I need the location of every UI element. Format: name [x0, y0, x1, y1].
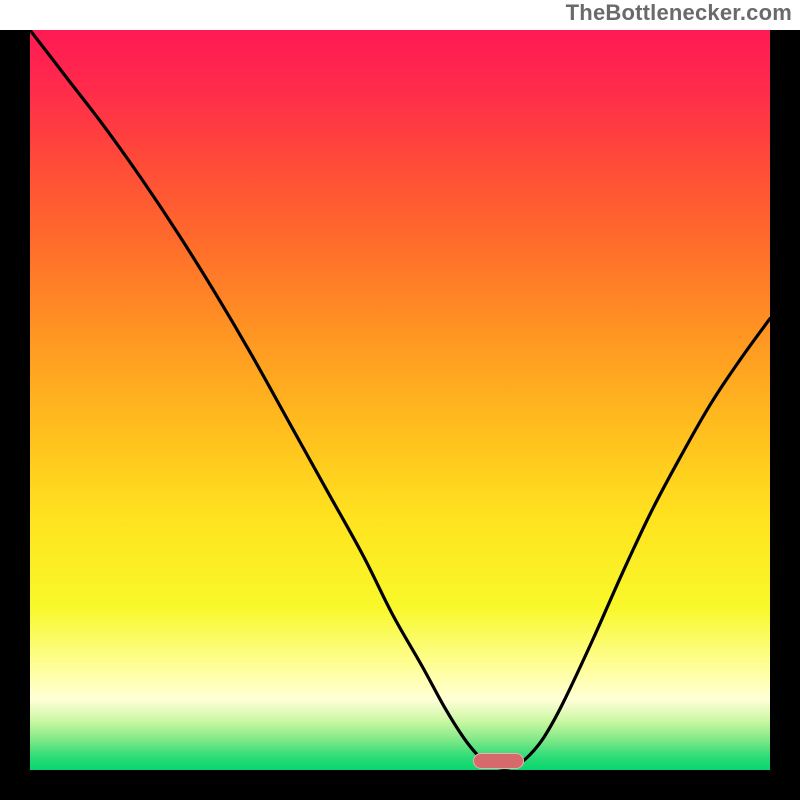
frame-bottom	[0, 770, 800, 800]
plot-area	[30, 30, 770, 770]
watermark-text: TheBottlenecker.com	[566, 0, 792, 26]
gradient-background	[30, 30, 770, 770]
frame-right	[770, 30, 800, 800]
chart-container: TheBottlenecker.com	[0, 0, 800, 800]
optimal-point-marker	[473, 753, 525, 769]
frame-left	[0, 30, 30, 800]
